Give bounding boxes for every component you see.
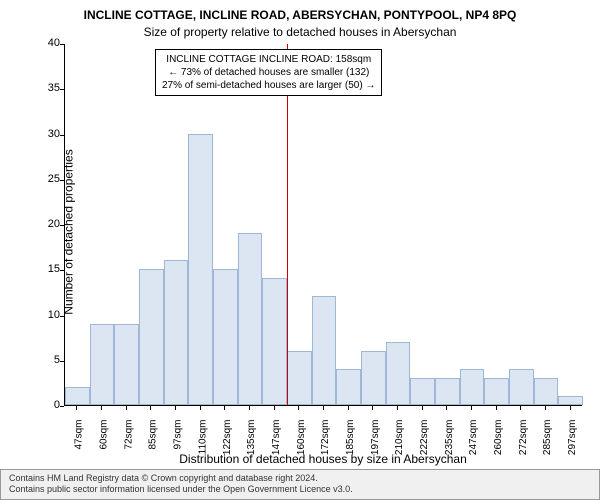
histogram-bar: [336, 369, 361, 405]
x-tick-label: 222sqm: [419, 420, 430, 456]
y-tick-mark: [60, 270, 64, 271]
histogram-bar: [90, 324, 115, 405]
y-tick-mark: [60, 316, 64, 317]
histogram-bar: [262, 278, 287, 405]
x-tick-mark: [397, 406, 398, 410]
plot-area: INCLINE COTTAGE INCLINE ROAD: 158sqm← 73…: [64, 44, 582, 406]
x-tick-label: 285sqm: [543, 420, 554, 456]
x-axis-label: Distribution of detached houses by size …: [64, 452, 582, 466]
x-tick-label: 110sqm: [197, 420, 208, 455]
x-tick-label: 85sqm: [148, 420, 159, 450]
y-tick-label: 0: [30, 399, 60, 411]
x-tick-mark: [422, 406, 423, 410]
x-tick-mark: [323, 406, 324, 410]
histogram-bar: [410, 378, 435, 405]
y-tick-label: 25: [30, 173, 60, 185]
x-tick-mark: [471, 406, 472, 410]
y-tick-mark: [60, 361, 64, 362]
x-tick-mark: [249, 406, 250, 410]
annot-line-1: INCLINE COTTAGE INCLINE ROAD: 158sqm: [162, 53, 375, 66]
histogram-bar: [164, 260, 189, 405]
x-tick-mark: [101, 406, 102, 410]
x-tick-mark: [496, 406, 497, 410]
x-tick-label: 297sqm: [567, 420, 578, 456]
x-tick-mark: [224, 406, 225, 410]
histogram-bar: [558, 396, 583, 405]
histogram-bar: [361, 351, 386, 405]
histogram-bar: [312, 296, 337, 405]
x-tick-mark: [150, 406, 151, 410]
x-tick-label: 47sqm: [74, 420, 85, 450]
histogram-bar: [386, 342, 411, 405]
footer-line-1: Contains HM Land Registry data © Crown c…: [9, 473, 591, 485]
histogram-bar: [460, 369, 485, 405]
histogram-bar: [435, 378, 460, 405]
histogram-bar: [188, 134, 213, 406]
footer-attribution: Contains HM Land Registry data © Crown c…: [0, 469, 600, 500]
y-tick-label: 10: [30, 309, 60, 321]
x-tick-label: 122sqm: [222, 420, 233, 456]
x-tick-label: 210sqm: [395, 420, 406, 456]
histogram-bar: [534, 378, 559, 405]
x-tick-mark: [545, 406, 546, 410]
y-tick-mark: [60, 180, 64, 181]
x-tick-label: 160sqm: [296, 420, 307, 456]
x-tick-mark: [520, 406, 521, 410]
y-tick-mark: [60, 135, 64, 136]
x-tick-label: 97sqm: [173, 420, 184, 450]
chart-title-sub: Size of property relative to detached ho…: [0, 25, 600, 39]
x-tick-mark: [298, 406, 299, 410]
annotation-box: INCLINE COTTAGE INCLINE ROAD: 158sqm← 73…: [155, 49, 382, 96]
histogram-bar: [287, 351, 312, 405]
y-tick-mark: [60, 44, 64, 45]
y-tick-mark: [60, 406, 64, 407]
x-tick-label: 172sqm: [321, 420, 332, 456]
x-tick-label: 247sqm: [469, 420, 480, 456]
histogram-bar: [114, 324, 139, 405]
x-tick-mark: [372, 406, 373, 410]
y-tick-label: 15: [30, 263, 60, 275]
histogram-bar: [213, 269, 238, 405]
x-tick-label: 72sqm: [123, 420, 134, 450]
x-tick-mark: [175, 406, 176, 410]
histogram-bar: [65, 387, 90, 405]
x-tick-label: 197sqm: [370, 420, 381, 456]
y-tick-label: 5: [30, 354, 60, 366]
x-tick-mark: [76, 406, 77, 410]
x-tick-label: 60sqm: [99, 420, 110, 450]
y-tick-label: 35: [30, 82, 60, 94]
x-tick-label: 272sqm: [518, 420, 529, 456]
chart-container: INCLINE COTTAGE, INCLINE ROAD, ABERSYCHA…: [0, 0, 600, 500]
annot-line-3: 27% of semi-detached houses are larger (…: [162, 79, 375, 92]
x-tick-label: 185sqm: [345, 420, 356, 456]
x-tick-mark: [200, 406, 201, 410]
y-tick-mark: [60, 89, 64, 90]
annot-line-2: ← 73% of detached houses are smaller (13…: [162, 66, 375, 79]
histogram-bar: [484, 378, 509, 405]
x-tick-mark: [348, 406, 349, 410]
x-tick-label: 260sqm: [493, 420, 504, 456]
footer-line-2: Contains public sector information licen…: [9, 484, 591, 496]
y-tick-label: 30: [30, 128, 60, 140]
y-tick-label: 40: [30, 37, 60, 49]
y-tick-label: 20: [30, 218, 60, 230]
x-tick-mark: [570, 406, 571, 410]
histogram-bar: [509, 369, 534, 405]
x-tick-label: 235sqm: [444, 420, 455, 456]
x-tick-label: 147sqm: [271, 420, 282, 456]
x-tick-mark: [446, 406, 447, 410]
x-tick-label: 135sqm: [247, 420, 258, 456]
histogram-bar: [139, 269, 164, 405]
x-tick-mark: [126, 406, 127, 410]
property-marker-line: [287, 44, 288, 405]
x-tick-mark: [274, 406, 275, 410]
y-tick-mark: [60, 225, 64, 226]
histogram-bar: [238, 233, 263, 405]
chart-title-main: INCLINE COTTAGE, INCLINE ROAD, ABERSYCHA…: [0, 8, 600, 22]
